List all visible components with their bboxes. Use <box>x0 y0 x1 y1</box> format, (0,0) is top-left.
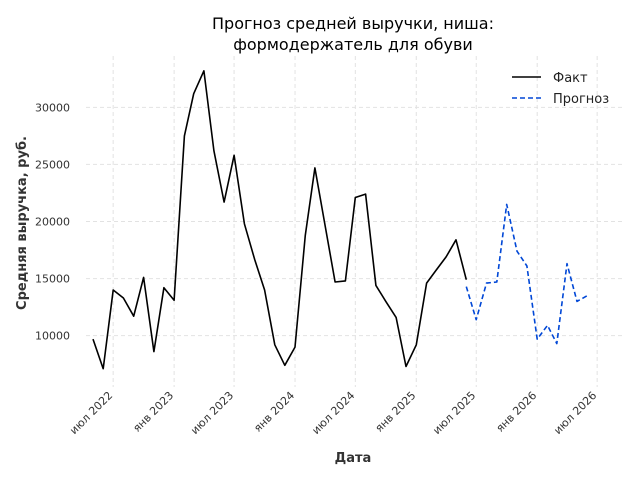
series-layer <box>92 70 588 370</box>
x-tick-label: янв 2023 <box>130 389 176 435</box>
chart-title-line-1: Прогноз средней выручки, ниша: <box>212 14 494 33</box>
y-tick-label: 15000 <box>35 273 70 286</box>
series-line-fact <box>92 70 468 370</box>
x-tick-label: июл 2024 <box>309 389 357 437</box>
y-tick-label: 20000 <box>35 216 70 229</box>
legend-label-fact: Факт <box>553 71 588 86</box>
x-tick-label: янв 2025 <box>373 389 419 435</box>
chart-title-line-2: формодержатель для обуви <box>233 35 473 54</box>
x-tick-label: июл 2022 <box>67 389 115 437</box>
x-tick-label: июл 2025 <box>430 389 478 437</box>
x-tick-label: июл 2023 <box>188 389 236 437</box>
grid <box>86 56 624 387</box>
y-tick-label: 30000 <box>35 101 70 114</box>
x-axis-label: Дата <box>335 451 372 466</box>
legend: Факт Прогноз <box>512 71 609 107</box>
y-tick-label: 25000 <box>35 158 70 171</box>
y-tick-label: 10000 <box>35 330 70 343</box>
x-axis-ticks: июл 2022 янв 2023 июл 2023 янв 2024 июл 2024… <box>67 389 599 437</box>
legend-label-forecast: Прогноз <box>553 92 609 107</box>
x-tick-label: янв 2024 <box>251 389 297 435</box>
series-line-forecast <box>465 203 588 345</box>
y-axis-label: Средняя выручка, руб. <box>15 136 30 310</box>
y-axis-ticks: 10000 15000 20000 25000 30000 <box>35 101 70 342</box>
x-tick-label: июл 2026 <box>551 389 599 437</box>
x-tick-label: янв 2026 <box>494 389 540 435</box>
